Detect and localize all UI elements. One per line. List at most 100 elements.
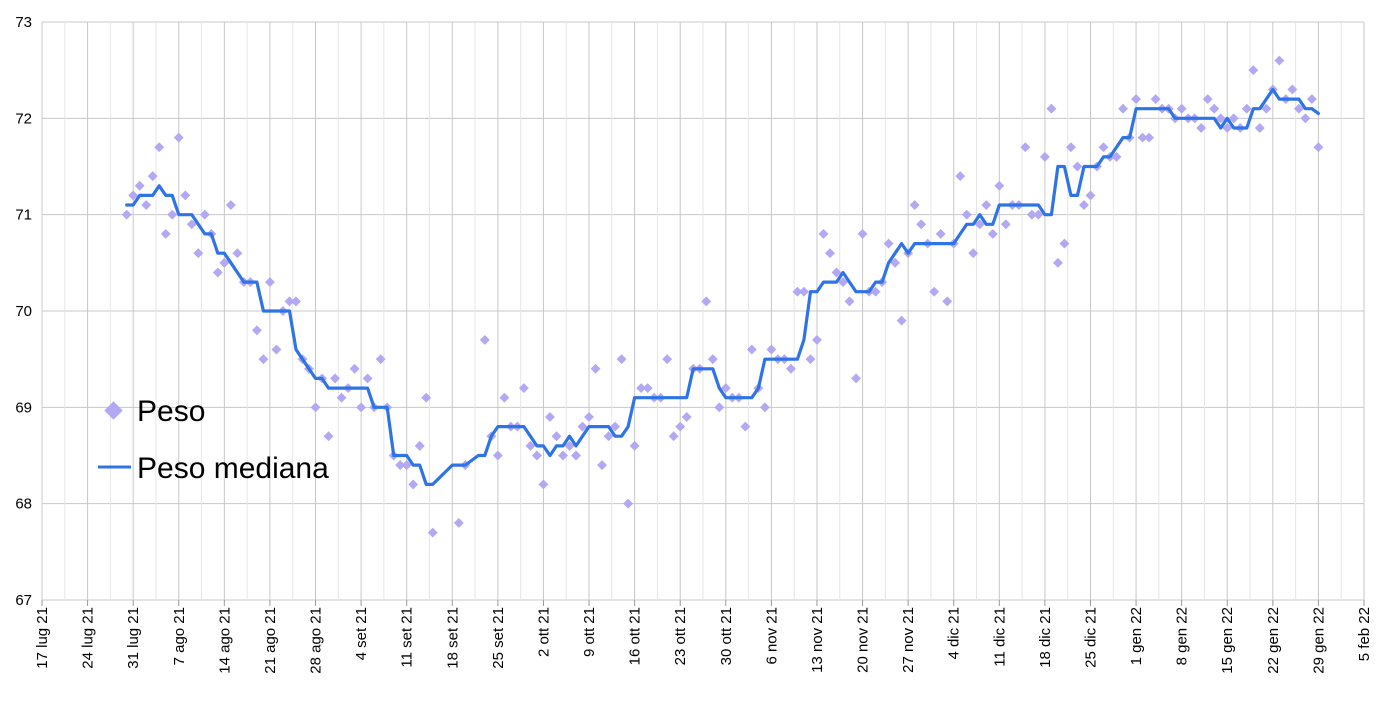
legend: Peso Peso mediana: [98, 395, 329, 485]
x-tick-label: 29 gen 22: [1310, 607, 1327, 674]
peso-point: [1202, 94, 1213, 105]
peso-point: [831, 267, 842, 278]
peso-point: [1052, 257, 1063, 268]
peso-point: [1248, 65, 1259, 76]
peso-point: [401, 460, 412, 471]
peso-point: [1196, 123, 1207, 133]
peso-point: [1039, 151, 1050, 162]
peso-mediana-line: [125, 87, 1320, 486]
peso-point: [929, 286, 940, 297]
peso-point: [167, 209, 178, 220]
x-tick-label: 7 ago 21: [171, 607, 188, 665]
peso-point: [1137, 132, 1148, 143]
y-axis-ticks: 67 68 69 70 71 72 73: [15, 14, 32, 609]
peso-point: [909, 200, 920, 210]
x-axis-ticks: 17 lug 21 24 lug 21 31 lug 21 7 ago 21 14 ag…: [34, 607, 1373, 674]
peso-point: [584, 412, 594, 422]
peso-point: [1065, 142, 1076, 153]
peso-point: [1293, 103, 1304, 114]
peso-point: [1306, 94, 1317, 105]
peso-point: [154, 142, 165, 153]
peso-point: [870, 286, 881, 297]
peso-point: [147, 171, 158, 182]
peso-point: [844, 296, 855, 307]
peso-point: [558, 450, 568, 461]
peso-point: [1313, 142, 1324, 153]
peso-point: [974, 219, 985, 230]
peso-point: [857, 228, 868, 239]
legend-mediana-label: Peso mediana: [137, 452, 329, 485]
x-tick-label: 18 set 21: [444, 607, 461, 669]
peso-point: [186, 219, 197, 230]
peso-point: [251, 325, 262, 336]
peso-point: [518, 383, 529, 394]
x-tick-label: 17 lug 21: [34, 607, 51, 669]
peso-point: [408, 479, 419, 490]
peso-point: [714, 402, 725, 413]
peso-point: [662, 354, 673, 365]
x-tick-label: 1 gen 22: [1128, 607, 1145, 665]
peso-point: [258, 354, 269, 365]
peso-point: [805, 354, 816, 365]
peso-point: [180, 190, 191, 201]
peso-point: [525, 440, 536, 451]
x-tick-label: 31 lug 21: [125, 607, 142, 669]
peso-point: [668, 431, 679, 442]
peso-point: [564, 440, 575, 451]
peso-point: [362, 373, 373, 384]
peso-point: [590, 363, 601, 374]
x-tick-label: 20 nov 21: [855, 607, 872, 673]
peso-point: [1085, 190, 1096, 201]
peso-point: [545, 412, 555, 422]
peso-point: [851, 373, 861, 384]
peso-point: [1209, 103, 1220, 114]
x-tick-label: 15 gen 22: [1219, 607, 1236, 674]
peso-point: [961, 209, 972, 220]
peso-point: [1215, 113, 1226, 124]
peso-point: [597, 460, 608, 471]
peso-point: [766, 344, 777, 355]
peso-point: [1111, 151, 1122, 162]
peso-point: [987, 228, 998, 239]
peso-point: [414, 440, 425, 451]
peso-point: [759, 402, 770, 413]
peso-point: [896, 315, 907, 326]
peso-point: [994, 180, 1005, 191]
x-tick-label: 11 set 21: [399, 607, 416, 668]
peso-point: [1131, 94, 1142, 105]
peso-point: [746, 344, 757, 355]
x-tick-label: 14 ago 21: [216, 607, 233, 674]
peso-point: [134, 180, 145, 191]
peso-point: [942, 296, 953, 307]
peso-point: [968, 248, 979, 259]
peso-point: [1046, 103, 1057, 114]
peso-point: [981, 200, 992, 210]
peso-point: [1072, 161, 1083, 172]
peso-point: [284, 296, 295, 307]
peso-point: [1222, 123, 1233, 133]
x-tick-label: 30 ott 21: [718, 607, 735, 665]
x-tick-label: 4 set 21: [353, 607, 370, 660]
peso-point: [838, 277, 848, 288]
peso-point: [173, 132, 184, 143]
peso-point: [798, 286, 809, 297]
peso-point: [1098, 142, 1109, 153]
grid-lines: [41, 21, 1365, 606]
x-tick-label: 8 gen 22: [1174, 607, 1191, 665]
peso-point: [492, 450, 503, 461]
x-tick-label: 2 ott 21: [535, 607, 552, 657]
y-tick-label: 71: [15, 207, 32, 224]
peso-point: [720, 383, 731, 394]
peso-point: [1026, 209, 1037, 220]
peso-point: [1287, 84, 1298, 95]
peso-point: [395, 460, 406, 471]
peso-point: [610, 421, 621, 432]
peso-point: [681, 412, 692, 422]
peso-point: [531, 450, 542, 461]
x-tick-label: 25 set 21: [490, 607, 507, 669]
peso-point: [1033, 209, 1044, 220]
y-tick-label: 72: [15, 110, 32, 127]
peso-point: [785, 363, 796, 374]
peso-point: [1150, 94, 1161, 105]
